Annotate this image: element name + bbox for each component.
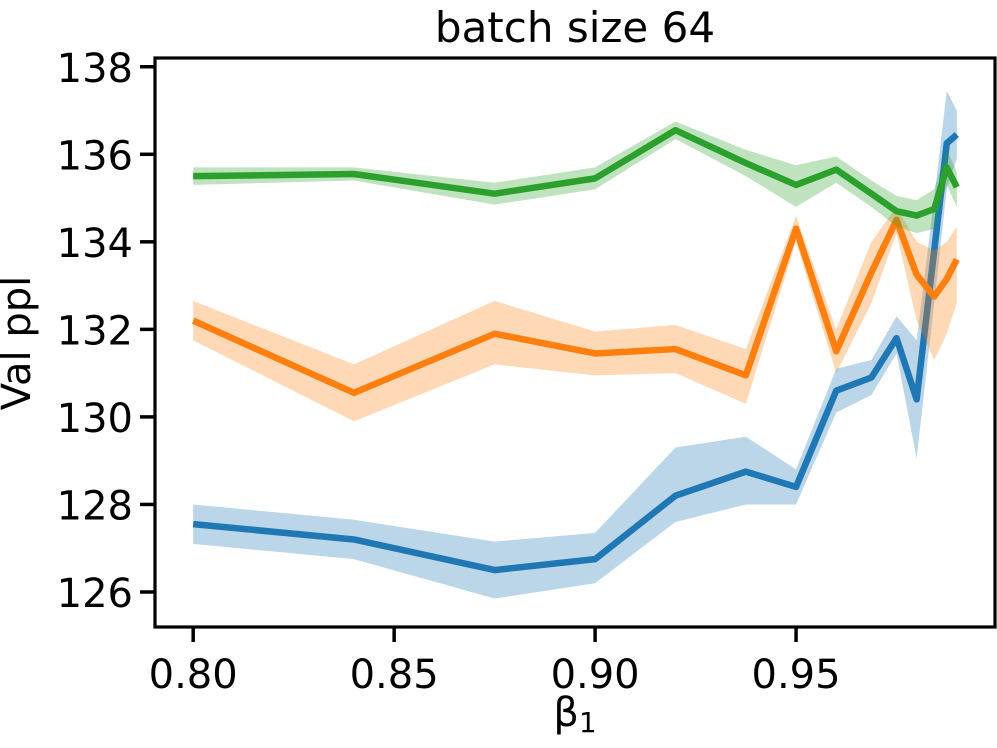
plot-area: 0.80 0.85 0.90 0.95 126 128 130 132 134 136 138 bbox=[57, 46, 997, 698]
chart-title: batch size 64 bbox=[435, 3, 715, 52]
x-tick-label: 0.85 bbox=[350, 652, 439, 698]
series-blue-line bbox=[192, 132, 959, 574]
series-green-band bbox=[193, 121, 957, 234]
axes-spines bbox=[153, 56, 997, 629]
x-axis-label: β1 bbox=[553, 690, 596, 739]
series-blue-band bbox=[193, 90, 957, 599]
y-tick-label: 126 bbox=[57, 571, 133, 617]
series-group bbox=[191, 90, 960, 599]
y-tick-label: 134 bbox=[57, 221, 133, 267]
y-axis-label: Val ppl bbox=[0, 276, 40, 411]
y-tick-label: 128 bbox=[57, 483, 133, 529]
y-tick-label: 138 bbox=[57, 46, 133, 92]
y-tick-label: 132 bbox=[57, 308, 133, 354]
series-orange-band bbox=[193, 206, 957, 422]
y-tick-label: 136 bbox=[57, 133, 133, 179]
y-tick-label: 130 bbox=[57, 396, 133, 442]
x-tick-label: 0.80 bbox=[149, 652, 238, 698]
x-axis: 0.80 0.85 0.90 0.95 bbox=[149, 627, 841, 698]
series-green-line bbox=[193, 126, 960, 219]
series-orange-line bbox=[191, 216, 960, 397]
y-axis: 126 128 130 132 134 136 138 bbox=[57, 46, 155, 617]
x-tick-label: 0.95 bbox=[752, 652, 841, 698]
x-tick-label: 0.90 bbox=[551, 652, 640, 698]
